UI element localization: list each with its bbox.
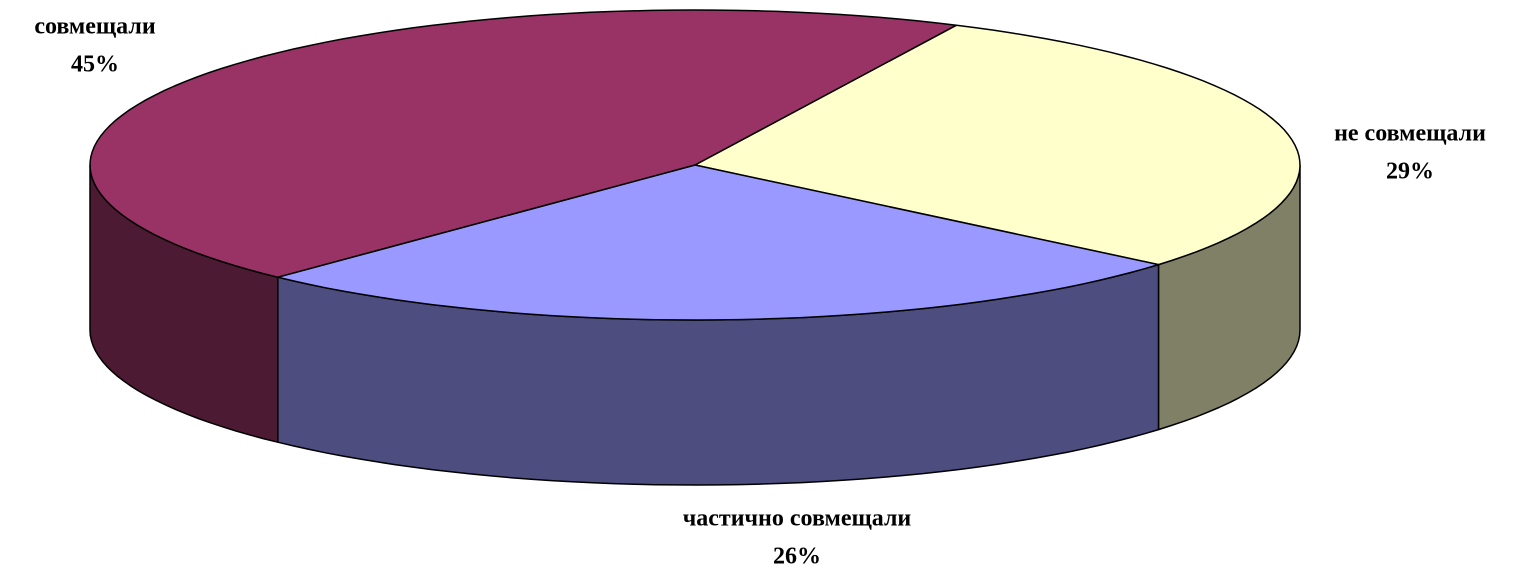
slice: [277, 164, 1160, 321]
slice-value-label: 26%: [773, 544, 821, 570]
slice-value-label: 45%: [71, 52, 119, 78]
slice-value-label: 29%: [1386, 159, 1434, 185]
slice: [694, 24, 1301, 266]
slice: [89, 9, 958, 278]
slice-label: совмещали: [34, 14, 156, 40]
slice-label: не совмещали: [1334, 121, 1486, 147]
slice-label: частично совмещали: [683, 506, 912, 532]
